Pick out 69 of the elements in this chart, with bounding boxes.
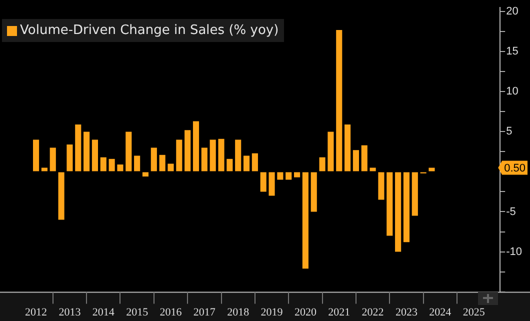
bar (302, 172, 308, 269)
bar (412, 172, 418, 216)
bar (361, 145, 368, 172)
x-tick-label: 2016 (160, 306, 182, 318)
x-tick-label: 2013 (58, 306, 82, 318)
bar (75, 124, 82, 172)
bar (58, 172, 64, 220)
bar (150, 148, 157, 172)
bar (336, 30, 342, 172)
bar (310, 172, 317, 212)
bar (41, 168, 48, 172)
bar (33, 140, 40, 172)
y-tick-label: 5 (506, 126, 512, 138)
bar (168, 164, 174, 172)
bar (50, 148, 56, 172)
bar (66, 144, 73, 172)
bar (108, 158, 115, 172)
bar (142, 172, 149, 177)
legend-label: Volume-Driven Change in Sales (% yoy) (20, 23, 279, 38)
x-tick-label: 2025 (462, 306, 486, 318)
bar (100, 157, 106, 172)
bar (370, 168, 376, 172)
y-tick-label: -10 (506, 246, 522, 258)
bar (252, 153, 258, 172)
bar (395, 172, 402, 252)
bar (328, 132, 334, 172)
bar (92, 140, 98, 172)
bar (352, 150, 359, 172)
bar (226, 158, 233, 172)
bar (286, 172, 292, 180)
bar (386, 172, 393, 236)
bar (403, 172, 410, 242)
x-tick-label: 2020 (294, 306, 317, 318)
x-tick-label: 2014 (92, 306, 115, 318)
x-tick-label: 2018 (227, 306, 250, 318)
bar (218, 138, 224, 172)
bar (344, 124, 351, 172)
bar (184, 130, 191, 172)
bar (235, 140, 242, 172)
bar (84, 132, 90, 172)
y-tick-label: 15 (506, 46, 518, 58)
bar (176, 140, 182, 172)
bar (134, 156, 140, 172)
bar (294, 172, 300, 178)
bar (260, 172, 266, 192)
text: 0.50 (504, 162, 526, 175)
y-tick-label: -5 (506, 206, 516, 218)
bar (126, 132, 132, 172)
bar (268, 172, 275, 196)
bar (201, 148, 208, 172)
x-tick-label: 2023 (395, 306, 418, 318)
x-tick-label: 2022 (362, 306, 384, 318)
bar (117, 164, 124, 172)
x-tick-label: 2019 (260, 306, 284, 318)
bar (210, 140, 216, 172)
x-tick-label: 2024 (429, 306, 452, 318)
bar (319, 157, 326, 172)
x-tick-label: 2021 (328, 306, 350, 318)
bar (192, 121, 200, 172)
y-tick-label: 10 (506, 86, 518, 98)
x-tick-label: 2015 (126, 306, 149, 318)
bar (243, 156, 250, 172)
bar (428, 168, 435, 172)
x-tick-label: 2017 (193, 306, 216, 318)
x-tick-label: 2012 (25, 306, 48, 318)
y-tick-label: 20 (506, 6, 518, 18)
bar (378, 172, 384, 200)
bar (159, 154, 166, 172)
bar (277, 172, 284, 180)
